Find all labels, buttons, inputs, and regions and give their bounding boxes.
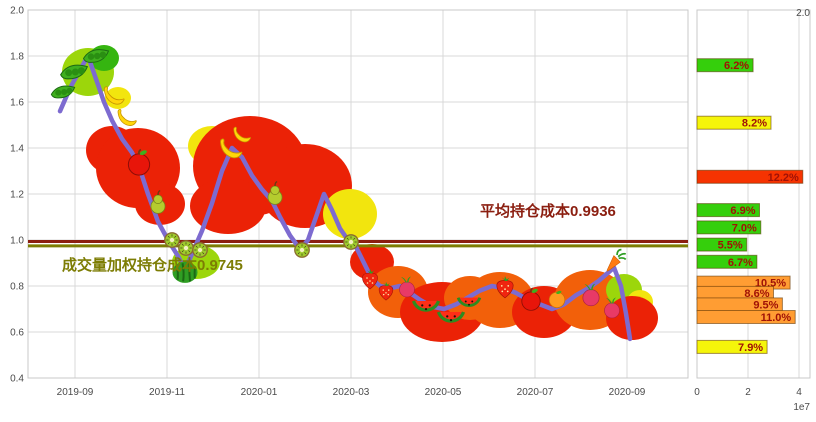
x-tick-label: 2 <box>745 387 751 398</box>
dist-offset-label: 1e7 <box>793 402 810 413</box>
watermelon-icon <box>411 299 441 312</box>
distribution-bar[interactable] <box>696 310 796 324</box>
x-tick-label: 0 <box>694 387 700 398</box>
distribution-bar-label: 7.9% <box>738 342 763 354</box>
watermelon-icon <box>436 310 466 323</box>
y-tick-label: 2.0 <box>10 6 24 17</box>
y-tick-label: 1.0 <box>10 236 24 247</box>
x-tick-label: 2020-03 <box>333 387 370 398</box>
distribution-bar-label: 12.2% <box>768 172 799 184</box>
kiwi-icon <box>191 241 209 259</box>
x-tick-label: 2020-09 <box>609 387 646 398</box>
x-tick-label: 2020-05 <box>425 387 462 398</box>
distribution-bar-label: 9.5% <box>753 299 778 311</box>
distribution-bar-label: 8.2% <box>742 118 767 130</box>
x-tick-label: 2020-07 <box>517 387 554 398</box>
y-tick-label: 1.6 <box>10 98 24 109</box>
distribution-bar[interactable] <box>696 115 772 130</box>
distribution-bar-label: 7.0% <box>732 222 757 234</box>
distribution-bar[interactable] <box>696 254 758 269</box>
price-history-panel: 2.0 1.8 1.6 1.4 1.2 1.0 0.8 0.6 0.4 2019-09 2019-1… <box>10 6 689 398</box>
x-tick-label: 2020-01 <box>241 387 278 398</box>
kiwi-icon <box>293 241 311 259</box>
vwap-cost-line-label: 成交量加权持仓成本0.9745 <box>62 256 243 274</box>
y-tick-label: 1.2 <box>10 190 24 201</box>
y-tick-label: 1.4 <box>10 144 24 155</box>
distribution-bar-label: 8.6% <box>744 288 769 300</box>
y-tick-label: 0.8 <box>10 282 24 293</box>
distribution-bar-label: 6.7% <box>728 257 753 269</box>
distribution-bar-label: 11.0% <box>761 312 792 324</box>
kiwi-icon <box>163 231 181 249</box>
banana-icon <box>117 109 137 126</box>
main-plot-border <box>27 9 689 379</box>
distribution-bar[interactable] <box>696 339 768 354</box>
x-tick-label: 2019-09 <box>57 387 94 398</box>
avg-cost-line-label: 平均持仓成本0.9936 <box>480 202 616 220</box>
y-tick-label: 0.6 <box>10 328 24 339</box>
x-tick-label: 4 <box>796 387 802 398</box>
fruit-blob <box>606 296 658 340</box>
kiwi-icon <box>342 233 360 251</box>
dist-top-label: 2.0 <box>796 8 810 19</box>
distribution-bar-label: 6.9% <box>730 205 755 217</box>
fruit-blob <box>190 178 266 234</box>
watermelon-icon <box>456 296 482 308</box>
kiwi-icon <box>177 239 195 257</box>
distribution-bar-label: 6.2% <box>724 60 749 72</box>
peas-icon <box>50 85 76 99</box>
distribution-bar[interactable] <box>696 58 754 73</box>
x-tick-label: 2019-11 <box>149 387 185 398</box>
distribution-bar[interactable] <box>696 237 748 252</box>
distribution-bar[interactable] <box>696 220 762 235</box>
distribution-bar[interactable] <box>696 203 760 218</box>
distribution-bar-label: 5.5% <box>718 240 743 252</box>
y-tick-label: 1.8 <box>10 52 24 63</box>
fruit-blob <box>323 189 377 239</box>
holding-distribution-panel: 0 2 46.2%8.2%12.2%6.9%7.0%5.5%6.7%10.5%8.6… <box>694 8 811 413</box>
dist-plot-border <box>696 9 811 379</box>
distribution-bar[interactable] <box>696 169 804 184</box>
fruit-blob <box>105 87 131 109</box>
y-tick-label: 0.4 <box>10 374 24 385</box>
